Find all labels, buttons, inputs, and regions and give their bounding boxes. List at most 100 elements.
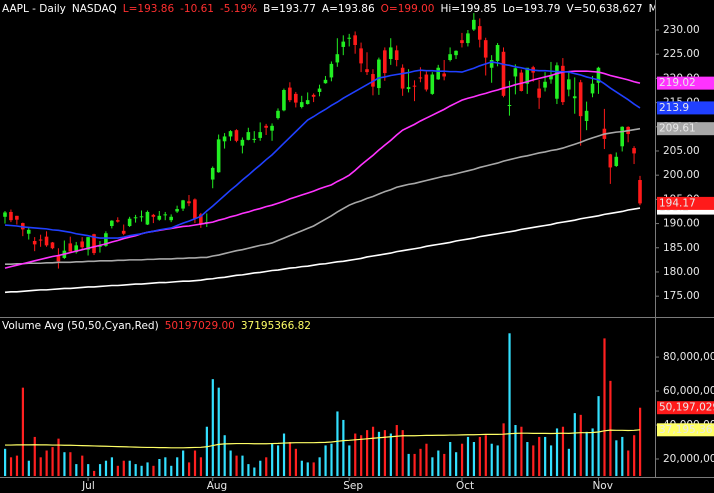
candle-body bbox=[252, 138, 257, 140]
candle-body bbox=[353, 35, 357, 46]
candle-body bbox=[175, 209, 179, 212]
value-tag-label: 37,195,367 bbox=[659, 424, 714, 436]
volume-bar bbox=[330, 443, 333, 476]
volume-bar bbox=[318, 457, 321, 476]
y-tick-label: 190.00 bbox=[663, 218, 700, 230]
candle-body bbox=[305, 100, 310, 105]
candle-body bbox=[258, 132, 262, 138]
candle-body bbox=[477, 26, 482, 40]
candle-body bbox=[311, 94, 316, 97]
volume-bar bbox=[205, 426, 208, 476]
candle-body bbox=[472, 19, 476, 30]
volume-bar bbox=[104, 460, 108, 476]
candle-body bbox=[365, 69, 369, 73]
candle-body bbox=[139, 216, 144, 218]
candle-body bbox=[323, 79, 328, 84]
volume-bar bbox=[484, 435, 487, 476]
y-tick-label: 185.00 bbox=[663, 242, 700, 254]
title-part: O=199.00 bbox=[381, 3, 435, 15]
volume-bar bbox=[229, 450, 232, 476]
candle-body bbox=[50, 242, 55, 249]
volume-bar bbox=[306, 462, 309, 476]
volume-bar bbox=[15, 455, 19, 476]
candle-body bbox=[335, 54, 340, 63]
title-part: 37195366.82 bbox=[241, 320, 311, 332]
volume-bar bbox=[431, 457, 434, 476]
candle-body bbox=[519, 72, 524, 91]
candle-body bbox=[572, 96, 577, 99]
candle-body bbox=[383, 50, 387, 74]
candle-body bbox=[537, 88, 541, 98]
volume-bar bbox=[276, 445, 280, 476]
volume-bar bbox=[134, 464, 137, 476]
candle-body bbox=[216, 139, 221, 173]
candle-body bbox=[359, 48, 363, 64]
candle-body bbox=[638, 180, 642, 204]
volume-bar bbox=[211, 379, 214, 476]
candle-body bbox=[347, 37, 352, 39]
volume-bar bbox=[235, 455, 238, 476]
candle-body bbox=[430, 74, 435, 94]
candle-body bbox=[193, 199, 197, 219]
candle-body bbox=[454, 50, 458, 56]
title: Volume Avg (50,50,Cyan,Red) 50197029.00 37… bbox=[2, 320, 311, 332]
volume-bar bbox=[437, 450, 440, 476]
candle-body bbox=[169, 216, 173, 221]
candle-body bbox=[104, 233, 108, 246]
line bbox=[4, 70, 641, 269]
value-tag-label: 194.17 bbox=[659, 197, 696, 209]
candle-body bbox=[32, 240, 37, 245]
volume-bar bbox=[336, 411, 339, 476]
candle-body bbox=[614, 156, 619, 166]
candle-body bbox=[288, 87, 292, 101]
candle-body bbox=[424, 74, 429, 90]
candle-body bbox=[3, 212, 7, 217]
volume-bar bbox=[383, 430, 387, 476]
candle-body bbox=[495, 45, 500, 61]
volume-bar bbox=[538, 436, 541, 476]
volume-bar bbox=[199, 457, 203, 476]
candle-body bbox=[15, 215, 19, 220]
candle-body bbox=[501, 51, 506, 96]
candle-body bbox=[620, 126, 624, 147]
candle-body bbox=[448, 54, 452, 61]
title-part: AAPL - Daily bbox=[2, 3, 66, 15]
volume-bar bbox=[253, 467, 256, 476]
candle-body bbox=[317, 88, 322, 92]
candle-body bbox=[115, 220, 120, 222]
volume-bar bbox=[502, 423, 505, 476]
volume-bar bbox=[324, 445, 327, 476]
x-tick-label: Oct bbox=[456, 480, 474, 492]
volume-bar bbox=[478, 436, 481, 476]
candle-body bbox=[590, 83, 595, 94]
volume-bar bbox=[57, 438, 60, 476]
volume-bar bbox=[312, 462, 315, 476]
candle-body bbox=[98, 245, 102, 247]
volume-bar bbox=[217, 387, 220, 476]
volume-bar bbox=[466, 436, 470, 476]
title-part: B=193.77 bbox=[263, 3, 316, 15]
candle-body bbox=[406, 87, 411, 90]
volume-bar bbox=[282, 433, 286, 476]
title-part: 50197029.00 bbox=[165, 320, 235, 332]
volume-bar bbox=[176, 457, 179, 476]
volume-bar bbox=[639, 407, 642, 476]
volume-bar bbox=[419, 448, 422, 476]
candle-body bbox=[210, 167, 215, 180]
y-tick-label: 225.00 bbox=[663, 48, 700, 60]
volume-bar bbox=[561, 426, 565, 476]
volume-bar bbox=[9, 457, 13, 476]
candle-body bbox=[44, 236, 49, 246]
volume-bar bbox=[122, 460, 125, 476]
candle-body bbox=[513, 68, 518, 77]
volume-bar bbox=[514, 425, 517, 476]
volume-bar bbox=[69, 452, 72, 476]
volume-bar bbox=[116, 465, 119, 476]
value-tag-label: 209.61 bbox=[659, 123, 696, 135]
candle-body bbox=[187, 201, 191, 204]
volume-bar bbox=[259, 460, 262, 476]
candle-body bbox=[121, 230, 126, 234]
candle-body bbox=[299, 102, 304, 107]
